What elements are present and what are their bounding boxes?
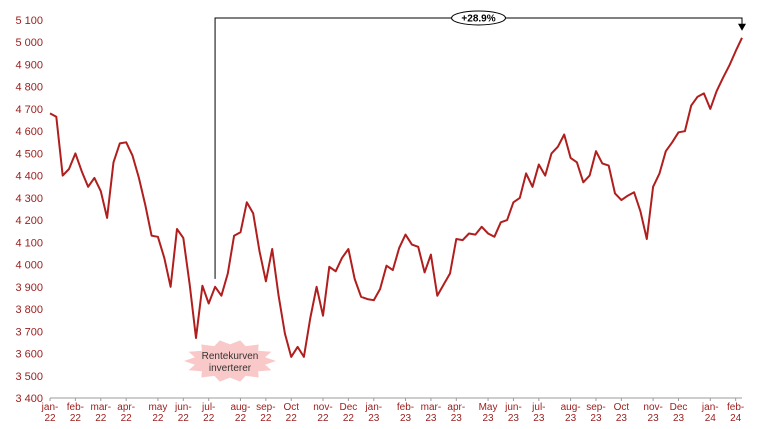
x-tick-label: feb-23 [397, 402, 414, 424]
x-tick-label: Oct 23 [614, 402, 630, 424]
y-tick-label: 4 700 [15, 104, 43, 116]
burst-shape [184, 340, 276, 382]
series-line [49, 37, 743, 358]
y-tick-label: 3 400 [15, 393, 43, 405]
x-tick-label: feb-24 [727, 402, 744, 424]
y-tick-label: 3 800 [15, 304, 43, 316]
x-tick-label: Dec 22 [339, 402, 357, 424]
change-bracket: +28.9% [214, 10, 746, 279]
x-tick-label: sep-22 [256, 402, 275, 424]
y-tick-label: 3 600 [15, 349, 43, 361]
y-tick-label: 4 900 [15, 59, 43, 71]
x-tick-label: jun-23 [504, 402, 522, 424]
x-tick-label: jan-24 [701, 402, 719, 424]
x-tick-label: jan-23 [364, 402, 382, 424]
x-tick-label: aug-22 [230, 402, 250, 424]
y-tick-label: 4 500 [15, 148, 43, 160]
x-tick-label: feb-22 [67, 402, 84, 424]
x-tick-label: nov-22 [313, 402, 332, 424]
x-tick-label: May 23 [479, 402, 498, 424]
x-tick-label: aug-23 [561, 402, 581, 424]
y-tick-label: 4 800 [15, 82, 43, 94]
y-tick-label: 5 000 [15, 37, 43, 49]
burst-text-2: inverterer [209, 363, 252, 374]
x-tick-label: Oct 22 [283, 402, 299, 424]
y-tick-label: 4 200 [15, 215, 43, 227]
y-tick-label: 3 700 [15, 326, 43, 338]
change-label-ellipse [451, 10, 507, 26]
x-tick-label: apr-23 [447, 402, 465, 424]
y-tick-label: 4 400 [15, 171, 43, 183]
y-tick-label: 4 100 [15, 237, 43, 249]
annotation-burst: Rentekurven inverterer [184, 340, 276, 382]
x-tick-label: jun-22 [174, 402, 192, 424]
x-axis: jan-22 feb-22 mar-22 apr-22 may 22 jun-22 jul-2… [41, 397, 744, 424]
x-tick-label: jul-23 [531, 402, 545, 424]
y-tick-label: 4 600 [15, 126, 43, 138]
y-axis: 3 400 3 500 3 600 3 700 3 800 3 900 4 000 4 100… [15, 15, 43, 405]
y-tick-label: 4 300 [15, 193, 43, 205]
x-tick-label: jul-22 [201, 402, 215, 424]
x-tick-label: nov-23 [643, 402, 662, 424]
bracket-arrowhead [738, 23, 746, 31]
x-tick-label: sep-23 [586, 402, 605, 424]
series-group [49, 37, 743, 358]
y-tick-label: 3 900 [15, 282, 43, 294]
change-label: +28.9% [461, 14, 495, 25]
y-tick-label: 3 500 [15, 371, 43, 383]
y-tick-label: 4 000 [15, 260, 43, 272]
y-tick-label: 5 100 [15, 15, 43, 27]
x-tick-label: mar-23 [421, 402, 442, 424]
x-tick-label: Dec 23 [670, 402, 688, 424]
x-tick-label: jan-22 [41, 402, 59, 424]
burst-text-1: Rentekurven [202, 351, 259, 362]
x-tick-label: apr-22 [117, 402, 135, 424]
bracket-line [214, 17, 743, 279]
x-tick-label: may 22 [148, 402, 167, 424]
x-tick-label: mar-22 [91, 402, 112, 424]
